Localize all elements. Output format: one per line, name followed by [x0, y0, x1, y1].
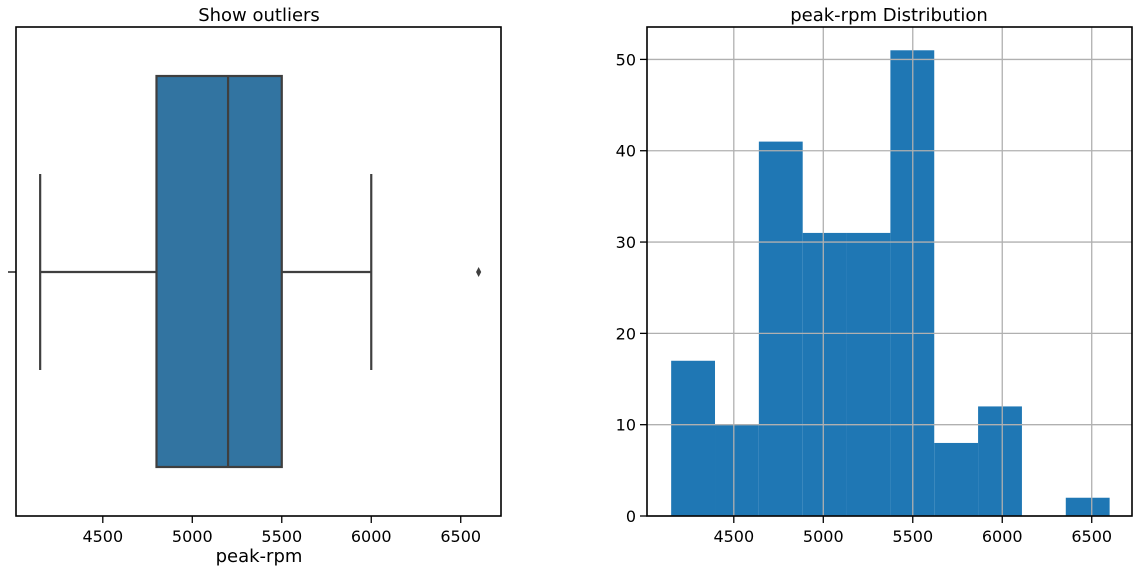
box-plot-panel: Show outliers 4500 5000 5500 6000 6500 peak-…: [8, 5, 502, 567]
histogram-frame: [646, 26, 1133, 517]
histogram-x-tick-label: 6000: [982, 527, 1023, 546]
histogram-panel: peak-rpm Distribution 4500 5000 5500 6000 65…: [616, 5, 1133, 546]
box-outlier-point: [476, 267, 482, 277]
histogram-bar: [715, 424, 759, 516]
box-x-tick-label: 5000: [172, 527, 213, 546]
histogram-bar: [846, 232, 891, 516]
histogram-y-tick-label: 40: [616, 142, 636, 161]
histogram-x-tick-label: 5000: [803, 527, 844, 546]
histogram-y-ticks: 0 10 20 30 40 50: [616, 50, 647, 526]
histogram-y-tick-label: 0: [626, 507, 636, 526]
histogram-x-tick-label: 4500: [713, 527, 754, 546]
box-x-tick-label: 6500: [440, 527, 481, 546]
box-plot-title: Show outliers: [198, 5, 320, 26]
histogram-bar: [1065, 497, 1110, 516]
histogram-bar: [934, 442, 979, 516]
histogram-y-tick-label: 20: [616, 324, 636, 343]
histogram-bar: [978, 406, 1022, 516]
histogram-x-tick-label: 5500: [892, 527, 933, 546]
histogram-x-tick-label: 6500: [1071, 527, 1112, 546]
histogram-bar: [671, 360, 716, 516]
histogram-bar: [802, 232, 847, 516]
histogram-x-ticks: 4500 5000 5500 6000 6500: [713, 516, 1112, 546]
box-x-tick-label: 4500: [82, 527, 123, 546]
box-plot-x-ticks: 4500 5000 5500 6000 6500: [82, 516, 481, 546]
box-plot-marks: [39, 74, 482, 469]
box-iqr: [155, 74, 283, 469]
box-x-tick-label: 5500: [261, 527, 302, 546]
histogram-y-tick-label: 30: [616, 233, 636, 252]
histogram-y-tick-label: 50: [616, 50, 636, 69]
box-x-tick-label: 6000: [351, 527, 392, 546]
histogram-bar: [758, 141, 803, 516]
histogram-grid: [647, 27, 1132, 517]
histogram-y-tick-label: 10: [616, 416, 636, 435]
histogram-bars: [671, 50, 1110, 517]
box-plot-x-axis-label: peak-rpm: [216, 546, 303, 567]
histogram-title: peak-rpm Distribution: [790, 5, 988, 26]
